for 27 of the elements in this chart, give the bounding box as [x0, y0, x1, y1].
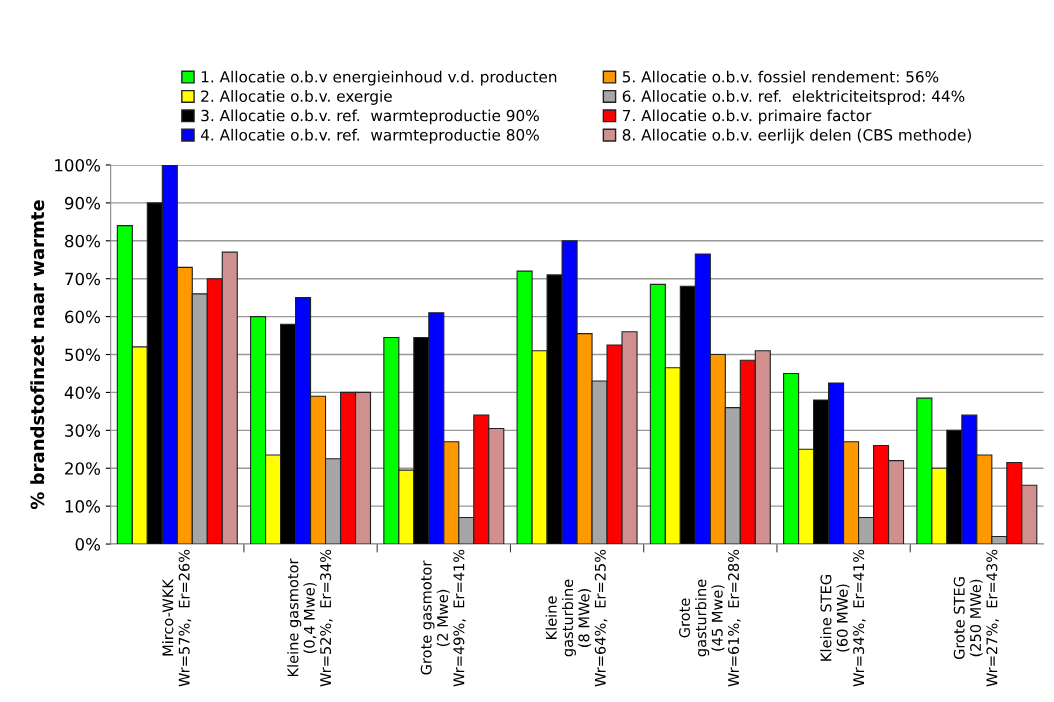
- x-tick-label: Kleine STEG (60 MWe) Wr=34%, Er=41%: [820, 549, 866, 687]
- x-tick-label: Grote gasmotor (2 Mwe) Wr=49%, Er=41%: [420, 549, 466, 687]
- legend-label: 5. Allocatie o.b.v. fossiel rendement: 56%: [622, 70, 939, 83]
- y-tick-label: 10%: [65, 500, 101, 513]
- y-tick-label: 100%: [55, 158, 101, 172]
- legend-label: 2. Allocatie o.b.v. exergie: [201, 90, 392, 105]
- legend-label: 1. Allocatie o.b.v energieinhoud v.d. producten: [201, 70, 557, 86]
- y-tick-label: 20%: [65, 462, 101, 475]
- legend-label: 6. Allocatie o.b.v. ref. elektriciteitsprod: 44%: [622, 90, 965, 105]
- y-axis-title: % brandstofinzet naar warmte: [30, 200, 45, 510]
- legend-label: 3. Allocatie o.b.v. ref. warmteproductie 90%: [201, 109, 539, 125]
- x-tick-label: Kleine gasmotor (0,4 Mwe) Wr=52%, Er=34%: [287, 549, 333, 687]
- y-tick-label: 40%: [64, 386, 101, 399]
- legend-label: 7. Allocatie o.b.v. primaire factor: [622, 109, 872, 125]
- y-tick-label: 30%: [65, 424, 101, 437]
- x-tick-label: Kleine gasturbine (8 MWe) Wr=64%, Er=25%: [545, 549, 608, 687]
- y-tick-label: 70%: [65, 272, 101, 286]
- y-tick-label: 60%: [65, 310, 101, 324]
- legend-label: 4. Allocatie o.b.v. ref. warmteproductie 80%: [200, 128, 539, 144]
- y-tick-label: 80%: [65, 234, 101, 248]
- x-tick-label: Grote STEG (250 MWe) Wr=27%, Er=43%: [953, 549, 999, 687]
- y-tick-label: 90%: [64, 196, 101, 210]
- x-tick-label: Mirco-WKK Wr=57%, Er=26%: [162, 549, 192, 687]
- x-tick-label: Grote gasturbine (45 Mwe) Wr=61%, Er=28%: [679, 549, 741, 687]
- legend-label: 8. Allocatie o.b.v. eerlijk delen (CBS methode): [622, 128, 971, 144]
- y-tick-label: 50%: [65, 348, 101, 362]
- y-tick-label: 0%: [75, 538, 101, 551]
